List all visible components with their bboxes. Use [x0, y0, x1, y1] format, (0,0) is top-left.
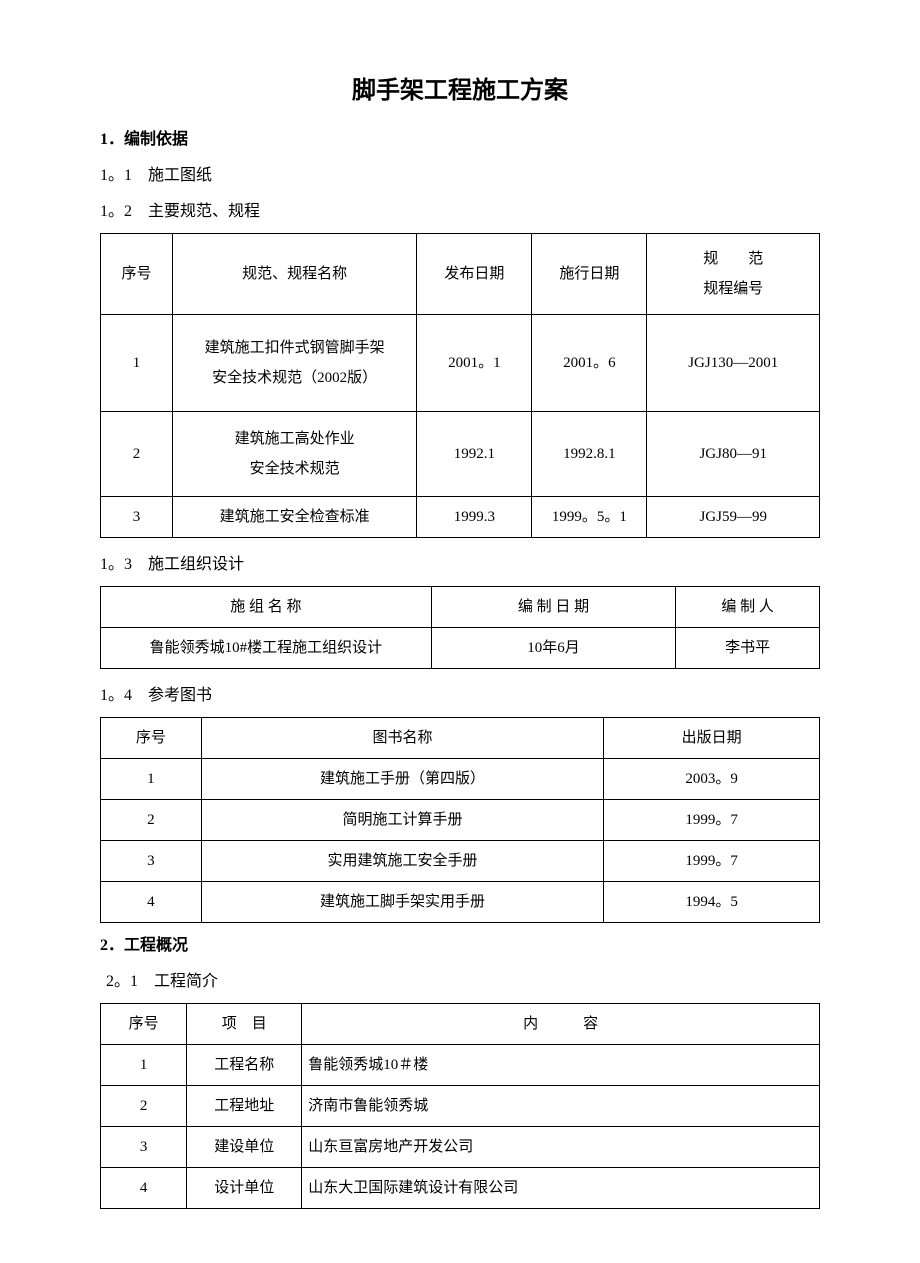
- table-row: 1 建筑施工手册（第四版） 2003。9: [101, 759, 820, 800]
- cell: 1999。7: [604, 800, 820, 841]
- table-row: 施 组 名 称 编 制 日 期 编 制 人: [101, 587, 820, 628]
- table-header-pubdate: 发布日期: [417, 234, 532, 315]
- table-header-seq: 序号: [101, 718, 202, 759]
- table-row: 4 建筑施工脚手架实用手册 1994。5: [101, 882, 820, 923]
- cell: 李书平: [676, 628, 820, 669]
- cell: 1: [101, 1045, 187, 1086]
- table-header-code: 规 范 规程编号: [647, 234, 820, 315]
- table-row: 4 设计单位 山东大卫国际建筑设计有限公司: [101, 1168, 820, 1209]
- table-header-compdate: 编 制 日 期: [431, 587, 675, 628]
- cell: 2001。6: [532, 315, 647, 412]
- cell: 4: [101, 882, 202, 923]
- cell: 建筑施工手册（第四版）: [201, 759, 604, 800]
- table-project: 序号 项 目 内 容 1 工程名称 鲁能领秀城10＃楼 2 工程地址 济南市鲁能…: [100, 1003, 820, 1209]
- table-specs: 序号 规范、规程名称 发布日期 施行日期 规 范 规程编号 1 建筑施工扣件式钢…: [100, 233, 820, 538]
- cell: 2: [101, 412, 173, 497]
- cell: 济南市鲁能领秀城: [302, 1086, 820, 1127]
- cell: 1999.3: [417, 497, 532, 538]
- cell: 2: [101, 800, 202, 841]
- table-org: 施 组 名 称 编 制 日 期 编 制 人 鲁能领秀城10#楼工程施工组织设计 …: [100, 586, 820, 669]
- cell: 鲁能领秀城10#楼工程施工组织设计: [101, 628, 432, 669]
- cell: 4: [101, 1168, 187, 1209]
- cell: JGJ80―91: [647, 412, 820, 497]
- document-title: 脚手架工程施工方案: [100, 70, 820, 105]
- cell: 建筑施工扣件式钢管脚手架 安全技术规范（2002版）: [172, 315, 416, 412]
- cell: 工程地址: [187, 1086, 302, 1127]
- cell: 建筑施工脚手架实用手册: [201, 882, 604, 923]
- table-header-author: 编 制 人: [676, 587, 820, 628]
- cell: 1999。5。1: [532, 497, 647, 538]
- subsection-1-4: 1。4 参考图书: [100, 681, 820, 705]
- subsection-2-1: 2。1 工程简介: [100, 967, 820, 991]
- table-header-item: 项 目: [187, 1004, 302, 1045]
- section-1-header: 1．编制依据: [100, 125, 820, 149]
- cell: 实用建筑施工安全手册: [201, 841, 604, 882]
- table-row: 2 建筑施工高处作业 安全技术规范 1992.1 1992.8.1 JGJ80―…: [101, 412, 820, 497]
- table-row: 序号 规范、规程名称 发布日期 施行日期 规 范 规程编号: [101, 234, 820, 315]
- table-row: 2 工程地址 济南市鲁能领秀城: [101, 1086, 820, 1127]
- cell: 建筑施工安全检查标准: [172, 497, 416, 538]
- cell: 3: [101, 841, 202, 882]
- table-header-orgname: 施 组 名 称: [101, 587, 432, 628]
- cell: 设计单位: [187, 1168, 302, 1209]
- cell: 1992.8.1: [532, 412, 647, 497]
- cell: 10年6月: [431, 628, 675, 669]
- cell: 山东大卫国际建筑设计有限公司: [302, 1168, 820, 1209]
- cell-line1: 建筑施工扣件式钢管脚手架: [205, 340, 385, 356]
- cell: 2001。1: [417, 315, 532, 412]
- table-header-seq: 序号: [101, 1004, 187, 1045]
- table-row: 序号 图书名称 出版日期: [101, 718, 820, 759]
- section-2-header: 2．工程概况: [100, 931, 820, 955]
- table-row: 3 实用建筑施工安全手册 1999。7: [101, 841, 820, 882]
- cell: 3: [101, 1127, 187, 1168]
- subsection-1-3: 1。3 施工组织设计: [100, 550, 820, 574]
- cell: 山东亘富房地产开发公司: [302, 1127, 820, 1168]
- cell: 3: [101, 497, 173, 538]
- table-header-content: 内 容: [302, 1004, 820, 1045]
- cell-line2: 安全技术规范（2002版）: [212, 370, 377, 386]
- cell: JGJ130―2001: [647, 315, 820, 412]
- table-row: 1 工程名称 鲁能领秀城10＃楼: [101, 1045, 820, 1086]
- cell: 简明施工计算手册: [201, 800, 604, 841]
- table-row: 3 建筑施工安全检查标准 1999.3 1999。5。1 JGJ59―99: [101, 497, 820, 538]
- cell-line2: 安全技术规范: [250, 461, 340, 477]
- cell: 2003。9: [604, 759, 820, 800]
- subsection-1-1: 1。1 施工图纸: [100, 161, 820, 185]
- cell: JGJ59―99: [647, 497, 820, 538]
- table-row: 1 建筑施工扣件式钢管脚手架 安全技术规范（2002版） 2001。1 2001…: [101, 315, 820, 412]
- table-row: 3 建设单位 山东亘富房地产开发公司: [101, 1127, 820, 1168]
- cell-line1: 建筑施工高处作业: [235, 431, 355, 447]
- header-line1: 规 范: [703, 251, 763, 267]
- cell: 1999。7: [604, 841, 820, 882]
- cell: 建设单位: [187, 1127, 302, 1168]
- table-books: 序号 图书名称 出版日期 1 建筑施工手册（第四版） 2003。9 2 简明施工…: [100, 717, 820, 923]
- cell: 2: [101, 1086, 187, 1127]
- cell: 1994。5: [604, 882, 820, 923]
- table-header-pubdate: 出版日期: [604, 718, 820, 759]
- cell: 工程名称: [187, 1045, 302, 1086]
- table-header-name: 规范、规程名称: [172, 234, 416, 315]
- table-header-seq: 序号: [101, 234, 173, 315]
- table-row: 序号 项 目 内 容: [101, 1004, 820, 1045]
- cell: 鲁能领秀城10＃楼: [302, 1045, 820, 1086]
- header-line2: 规程编号: [703, 281, 763, 297]
- cell: 1992.1: [417, 412, 532, 497]
- table-row: 2 简明施工计算手册 1999。7: [101, 800, 820, 841]
- subsection-1-2: 1。2 主要规范、规程: [100, 197, 820, 221]
- cell: 建筑施工高处作业 安全技术规范: [172, 412, 416, 497]
- cell: 1: [101, 315, 173, 412]
- table-header-bookname: 图书名称: [201, 718, 604, 759]
- table-row: 鲁能领秀城10#楼工程施工组织设计 10年6月 李书平: [101, 628, 820, 669]
- table-header-effdate: 施行日期: [532, 234, 647, 315]
- cell: 1: [101, 759, 202, 800]
